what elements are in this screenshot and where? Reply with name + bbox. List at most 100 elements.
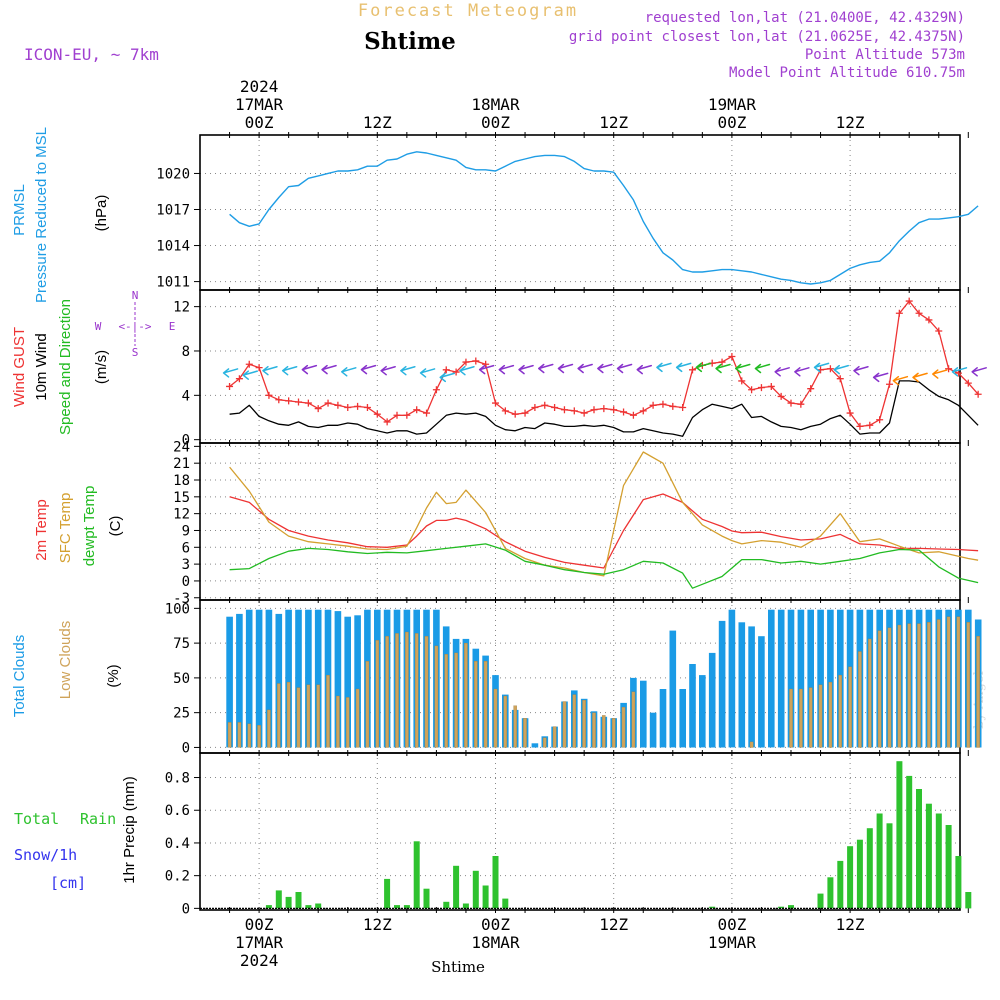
gust-point-marker <box>245 360 253 368</box>
wind-direction-arrow <box>478 364 495 375</box>
wind-direction-arrow <box>794 367 810 377</box>
total-cloud-bar <box>787 609 795 748</box>
wind-direction-arrow <box>597 363 613 374</box>
bottom-time-label: 17MAR <box>235 933 284 952</box>
total-cloud-bar <box>817 609 824 748</box>
low-cloud-bar <box>336 695 340 748</box>
top-time-label: 18MAR <box>471 95 520 114</box>
gust-point-marker <box>590 406 598 414</box>
temperature-ytick-label: 6 <box>182 540 190 556</box>
total-cloud-bar <box>265 609 273 748</box>
low-cloud-bar <box>267 709 271 748</box>
gust-point-marker <box>304 399 312 407</box>
rain-bar <box>935 813 942 909</box>
rain-bar <box>394 905 400 909</box>
gust-point-marker <box>226 382 234 390</box>
total-cloud-bar <box>354 615 361 748</box>
pressure-frame <box>199 134 961 291</box>
top-time-label: 00Z <box>245 113 274 132</box>
low-cloud-bar <box>562 701 567 748</box>
gust-point-marker <box>531 404 539 412</box>
wind-direction-arrow <box>813 362 830 373</box>
total-cloud-bar <box>718 620 726 748</box>
pressure-panel: 1011 1014 1017 1020 <box>156 134 961 291</box>
rain-bar <box>384 878 391 909</box>
gust-point-marker <box>551 404 559 412</box>
low-cloud-bar <box>799 688 803 748</box>
total-cloud-bar <box>285 609 292 748</box>
bottom-time-label: 19MAR <box>708 933 757 952</box>
low-cloud-bar <box>542 737 547 748</box>
gust-point-marker <box>255 364 263 372</box>
low-cloud-bar <box>286 681 291 748</box>
low-cloud-bar <box>454 652 458 748</box>
total-cloud-bar <box>807 609 814 748</box>
temp-label-2m: 2m Temp <box>33 499 50 560</box>
gust-point-marker <box>265 391 273 399</box>
bottom-time-label: 00Z <box>481 915 510 934</box>
low-cloud-bar <box>444 654 448 748</box>
gust-point-marker <box>945 365 953 373</box>
bottom-time-label: 12Z <box>363 915 392 934</box>
gust-point-marker <box>639 407 647 415</box>
rain-bar <box>502 898 509 909</box>
wind-direction-arrow <box>419 368 436 378</box>
low-cloud-bar <box>493 688 498 748</box>
pressure-label-prmsl: PRMSL <box>11 184 28 236</box>
low-cloud-bar <box>424 636 429 748</box>
low-cloud-bar <box>385 636 389 748</box>
meteogram-subtitle: Forecast Meteogram <box>358 1 578 21</box>
wind-direction-arrow <box>912 372 928 383</box>
low-cloud-bar <box>956 616 961 748</box>
top-time-label: 12Z <box>836 113 865 132</box>
gust-point-marker <box>462 358 470 366</box>
low-cloud-bar <box>946 616 951 748</box>
rain-bar <box>886 823 893 909</box>
gust-point-marker <box>570 407 578 415</box>
total-cloud-bar <box>699 675 706 748</box>
temp-unit: (C) <box>107 516 124 537</box>
low-cloud-bar <box>395 633 399 748</box>
wind-direction-arrow <box>242 370 258 380</box>
low-cloud-bar <box>572 694 577 748</box>
footer-station-title: Shtime <box>431 958 485 976</box>
low-cloud-bar <box>434 645 439 748</box>
gust-point-marker <box>275 396 283 404</box>
rain-bar <box>916 789 922 909</box>
gust-point-marker <box>432 386 440 394</box>
temperature-ytick-label: 12 <box>173 507 190 523</box>
wind-direction-arrow <box>439 372 455 383</box>
precip-label-cm: [cm] <box>50 874 86 892</box>
compass-north: N <box>132 289 139 302</box>
low-cloud-bar <box>513 705 517 748</box>
gust-point-marker <box>442 366 450 374</box>
wind-direction-arrow <box>577 363 593 374</box>
rain-bar <box>315 903 322 909</box>
gust-point-marker <box>925 316 933 324</box>
wind-direction-arrow <box>833 364 849 375</box>
gust-point-marker <box>679 404 687 412</box>
rain-bar <box>925 803 932 909</box>
low-cloud-bar <box>582 699 586 748</box>
low-cloud-bar <box>326 674 330 748</box>
low-cloud-bar <box>897 624 902 748</box>
total-cloud-bar <box>777 609 785 748</box>
low-cloud-bar <box>592 712 596 748</box>
gust-point-marker <box>659 400 667 408</box>
total-cloud-bar <box>669 630 677 748</box>
wind-direction-arrow <box>498 364 515 375</box>
total-cloud-bar <box>334 611 342 748</box>
gust-point-marker <box>511 410 519 418</box>
cloud-labels: Total Clouds Low Clouds (%) <box>11 621 122 717</box>
total-cloud-bar <box>236 613 243 748</box>
pressure-ytick-label: 1014 <box>156 239 190 255</box>
low-cloud-bar <box>789 688 793 748</box>
wind-direction-arrow <box>636 364 652 375</box>
bottom-time-label: 00Z <box>245 915 274 934</box>
requested-lonlat: requested lon,lat (21.0400E, 42.4329N) <box>645 10 965 26</box>
compass-south: S <box>132 346 139 359</box>
gust-point-marker <box>324 399 332 407</box>
gust-point-marker <box>935 327 943 335</box>
low-cloud-bar <box>966 622 971 748</box>
rain-bar <box>788 905 794 909</box>
